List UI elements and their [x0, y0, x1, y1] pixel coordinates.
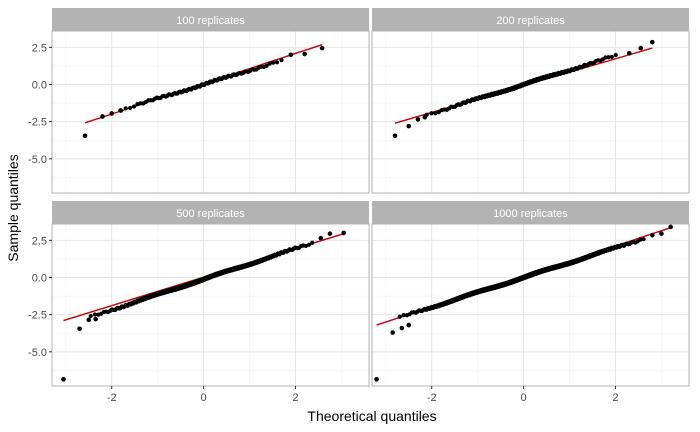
- data-point-tail: [288, 52, 294, 58]
- facet-strip-label: 200 replicates: [496, 15, 565, 27]
- data-point-tail: [649, 232, 655, 238]
- data-point-tail: [638, 45, 644, 51]
- data-point-tail: [406, 123, 412, 129]
- x-axis-title: Theoretical quantiles: [307, 408, 436, 424]
- facet-panel-1000: 1000 replicates -2 0 2: [371, 201, 690, 404]
- y-axis-title: Sample quantiles: [5, 154, 21, 261]
- data-point-tail: [82, 133, 88, 139]
- panel-border: [371, 223, 690, 387]
- data-point-tail: [327, 231, 333, 236]
- x-tick-label: 2: [612, 392, 618, 404]
- data-point-tail: [341, 230, 347, 236]
- facet-strip: [52, 201, 369, 224]
- y-tick-label: -2.5: [28, 310, 47, 322]
- data-point-tail: [626, 50, 632, 56]
- data-point: [638, 237, 643, 242]
- data-point: [429, 111, 434, 116]
- panel-border: [371, 30, 690, 194]
- y-tick-label: 2.5: [32, 235, 47, 247]
- x-tick-label: -2: [107, 392, 117, 404]
- data-point: [88, 313, 93, 319]
- data-point-tail: [77, 326, 82, 332]
- data-point: [606, 55, 611, 60]
- y-tick-label: 0.0: [32, 273, 47, 285]
- data-point-tail: [390, 330, 395, 335]
- data-point: [613, 52, 618, 58]
- x-tick-label: 2: [292, 392, 298, 404]
- panel-background: [52, 31, 369, 193]
- facet-strip: [52, 8, 369, 31]
- data-point-tail: [302, 51, 307, 57]
- data-point-tail: [374, 377, 379, 382]
- data-point: [641, 237, 646, 242]
- panel-background: [52, 224, 369, 386]
- facet-strip-label: 1000 replicates: [493, 208, 568, 220]
- data-point: [264, 63, 269, 68]
- panel-border: [51, 223, 370, 387]
- x-tick-label: 0: [201, 392, 207, 404]
- facet-panel-200: 200 replicates: [371, 8, 690, 194]
- data-point-tail: [399, 325, 405, 331]
- facet-panel-100: 100 replicates 2.5 0.0 -2.5 -5.0: [28, 8, 370, 194]
- data-point-tail: [668, 224, 673, 230]
- data-point-tail: [319, 45, 325, 51]
- data-point-tail: [93, 316, 98, 322]
- x-tick-label: -2: [427, 392, 437, 404]
- data-point: [279, 58, 284, 63]
- facet-strip: [372, 201, 689, 224]
- data-point-tail: [118, 108, 124, 113]
- data-point: [397, 314, 402, 319]
- data-point: [609, 54, 614, 60]
- data-point: [310, 240, 315, 245]
- y-tick-label: 2.5: [32, 42, 47, 54]
- data-point-tail: [109, 111, 115, 116]
- data-point-tail: [422, 114, 428, 120]
- facet-panel-500: 500 replicates 2.5 0.0 -2.5 -5.0 -2 0 2: [28, 201, 370, 404]
- data-point: [436, 110, 441, 115]
- y-tick-label: -2.5: [28, 117, 47, 129]
- facet-panels: 100 replicates 2.5 0.0 -2.5 -5.0 200 replicat…: [28, 8, 690, 404]
- data-point: [131, 104, 137, 109]
- y-tick-label: 0.0: [32, 80, 47, 92]
- y-tick-label: -5.0: [28, 154, 47, 166]
- facet-strip: [372, 8, 689, 31]
- data-point-tail: [318, 235, 324, 241]
- panel-background: [372, 224, 689, 386]
- facet-strip-label: 500 replicates: [176, 208, 245, 220]
- x-tick-label: 0: [521, 392, 527, 404]
- data-point-tail: [61, 377, 66, 382]
- facet-strip-label: 100 replicates: [176, 15, 245, 27]
- data-point: [433, 111, 438, 116]
- data-point: [267, 61, 272, 66]
- panel-background: [372, 31, 689, 193]
- data-point-tail: [100, 114, 105, 119]
- data-point-tail: [392, 133, 398, 139]
- data-point-tail: [659, 231, 664, 236]
- data-point: [306, 242, 311, 247]
- data-point-tail: [86, 317, 92, 323]
- panel-border: [51, 30, 370, 194]
- data-point: [271, 60, 276, 65]
- data-point: [92, 312, 98, 317]
- data-point: [123, 106, 128, 111]
- data-point: [128, 105, 133, 111]
- data-point-tail: [415, 117, 421, 122]
- data-point-tail: [649, 39, 655, 45]
- data-point-tail: [406, 322, 412, 328]
- y-tick-label: -5.0: [28, 347, 47, 359]
- data-point: [401, 313, 406, 318]
- data-point: [274, 60, 280, 65]
